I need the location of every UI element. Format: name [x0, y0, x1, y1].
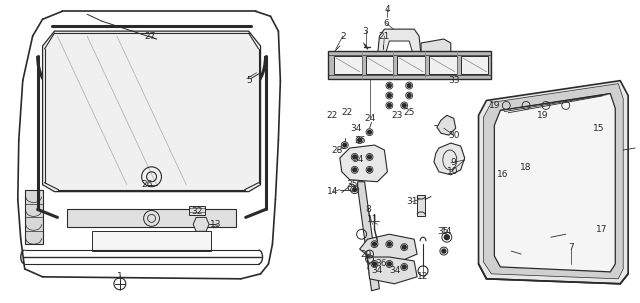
Circle shape — [372, 262, 376, 266]
Circle shape — [403, 265, 406, 269]
Circle shape — [343, 143, 347, 147]
Polygon shape — [479, 81, 628, 284]
Circle shape — [387, 84, 391, 88]
Bar — [334, 56, 362, 74]
Circle shape — [403, 245, 406, 249]
Text: 29: 29 — [360, 250, 371, 258]
Circle shape — [444, 235, 449, 240]
Text: 1: 1 — [117, 272, 123, 281]
Text: 14: 14 — [327, 187, 339, 196]
Text: 32: 32 — [191, 207, 203, 216]
Circle shape — [372, 242, 376, 246]
Polygon shape — [437, 115, 456, 135]
Bar — [429, 56, 457, 74]
Text: 26: 26 — [141, 180, 152, 189]
Text: 34: 34 — [352, 155, 364, 165]
Text: 36: 36 — [354, 136, 365, 145]
Bar — [417, 195, 425, 216]
Polygon shape — [494, 94, 615, 272]
Text: 18: 18 — [520, 163, 532, 172]
Text: 5: 5 — [246, 76, 252, 85]
Text: 22: 22 — [341, 108, 353, 117]
Text: 14: 14 — [441, 227, 452, 236]
Text: 6: 6 — [383, 19, 389, 28]
Text: 21: 21 — [379, 32, 390, 41]
Text: 9: 9 — [450, 158, 456, 167]
Circle shape — [358, 138, 362, 142]
Circle shape — [442, 249, 446, 253]
Text: 2: 2 — [340, 32, 346, 41]
Circle shape — [407, 94, 411, 98]
Circle shape — [407, 84, 411, 88]
Polygon shape — [483, 84, 623, 279]
Text: 24: 24 — [364, 114, 375, 123]
Circle shape — [387, 104, 391, 107]
Bar — [365, 56, 394, 74]
Text: 34: 34 — [372, 266, 383, 275]
Polygon shape — [367, 257, 417, 284]
Polygon shape — [340, 145, 387, 182]
Text: 19: 19 — [488, 101, 500, 110]
Polygon shape — [358, 182, 380, 291]
Text: 4: 4 — [385, 5, 390, 14]
Bar — [67, 209, 236, 227]
Text: 35: 35 — [346, 180, 358, 189]
Polygon shape — [387, 41, 412, 59]
Text: 12: 12 — [417, 272, 429, 281]
Circle shape — [387, 242, 391, 246]
Text: 13: 13 — [210, 220, 221, 229]
Bar — [397, 56, 425, 74]
Circle shape — [367, 130, 371, 134]
Text: 34: 34 — [350, 124, 362, 133]
Text: 36: 36 — [376, 259, 387, 268]
Polygon shape — [421, 39, 451, 66]
Text: 15: 15 — [593, 124, 604, 133]
Circle shape — [403, 104, 406, 107]
Text: 35: 35 — [437, 227, 449, 236]
Polygon shape — [378, 29, 421, 79]
Text: 17: 17 — [596, 225, 607, 234]
Circle shape — [353, 155, 356, 159]
Circle shape — [353, 168, 356, 172]
Text: 23: 23 — [392, 111, 403, 120]
Circle shape — [387, 262, 391, 266]
Text: 3: 3 — [363, 27, 369, 36]
Polygon shape — [434, 143, 465, 175]
Bar — [189, 205, 205, 215]
Bar — [92, 231, 211, 251]
Polygon shape — [43, 31, 260, 191]
Circle shape — [353, 188, 356, 191]
Text: 16: 16 — [497, 170, 508, 179]
Circle shape — [387, 94, 391, 98]
Text: 8: 8 — [365, 205, 371, 214]
Circle shape — [367, 168, 371, 172]
Text: 7: 7 — [568, 243, 573, 251]
Bar — [461, 56, 488, 74]
Text: 28: 28 — [331, 145, 342, 155]
Bar — [25, 190, 43, 244]
Bar — [328, 51, 492, 79]
Text: 22: 22 — [326, 111, 337, 120]
Polygon shape — [360, 234, 417, 264]
Text: 27: 27 — [144, 32, 156, 41]
Text: 30: 30 — [448, 131, 460, 140]
Text: 31: 31 — [406, 197, 418, 206]
Text: 33: 33 — [448, 76, 460, 85]
Text: 34: 34 — [390, 266, 401, 275]
Polygon shape — [193, 217, 209, 231]
Text: 11: 11 — [367, 215, 378, 224]
Circle shape — [367, 155, 371, 159]
Text: 10: 10 — [447, 167, 458, 176]
Text: 19: 19 — [537, 111, 548, 120]
Text: 25: 25 — [403, 108, 415, 117]
